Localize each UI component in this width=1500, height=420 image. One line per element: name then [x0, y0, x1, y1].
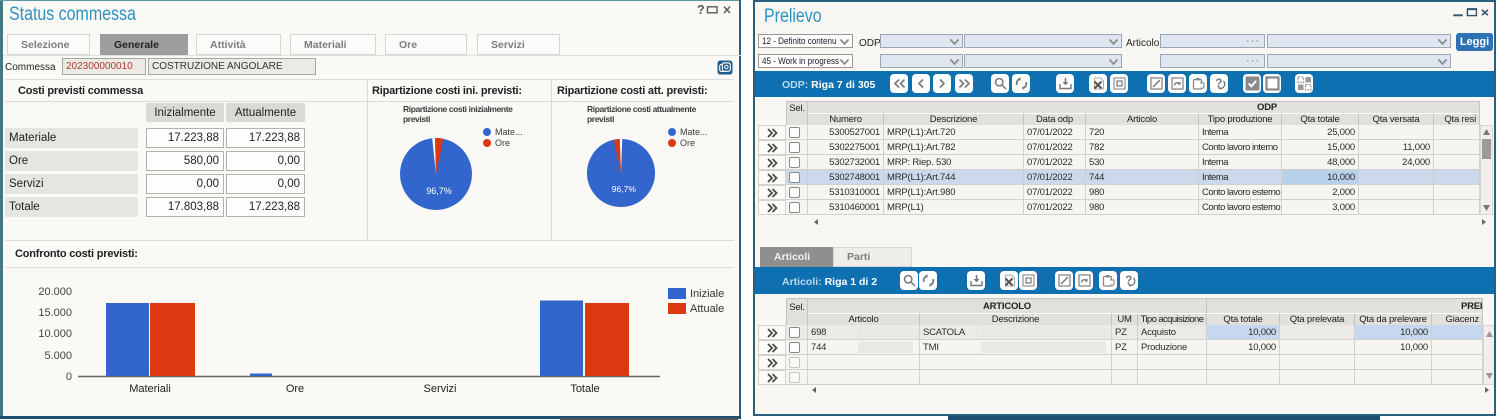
svg-text:?: ?: [697, 3, 705, 16]
svg-text:?: ?: [1215, 78, 1222, 90]
svg-text:10.000: 10.000: [38, 328, 72, 340]
svg-text:Ore: Ore: [286, 383, 304, 395]
svg-text:Attuale: Attuale: [690, 303, 724, 315]
svg-text:96,7%: 96,7%: [612, 184, 637, 194]
svg-text:?: ?: [1125, 275, 1132, 287]
svg-text:96,7%: 96,7%: [426, 186, 452, 196]
svg-text:Iniziale: Iniziale: [690, 288, 724, 300]
svg-text:15.000: 15.000: [38, 307, 72, 319]
svg-text:0: 0: [66, 371, 72, 383]
svg-text:5.000: 5.000: [44, 350, 72, 362]
svg-text:Materiali: Materiali: [129, 383, 171, 395]
svg-text:Totale: Totale: [570, 383, 599, 395]
svg-text:20.000: 20.000: [38, 286, 72, 298]
svg-text:Servizi: Servizi: [423, 383, 456, 395]
